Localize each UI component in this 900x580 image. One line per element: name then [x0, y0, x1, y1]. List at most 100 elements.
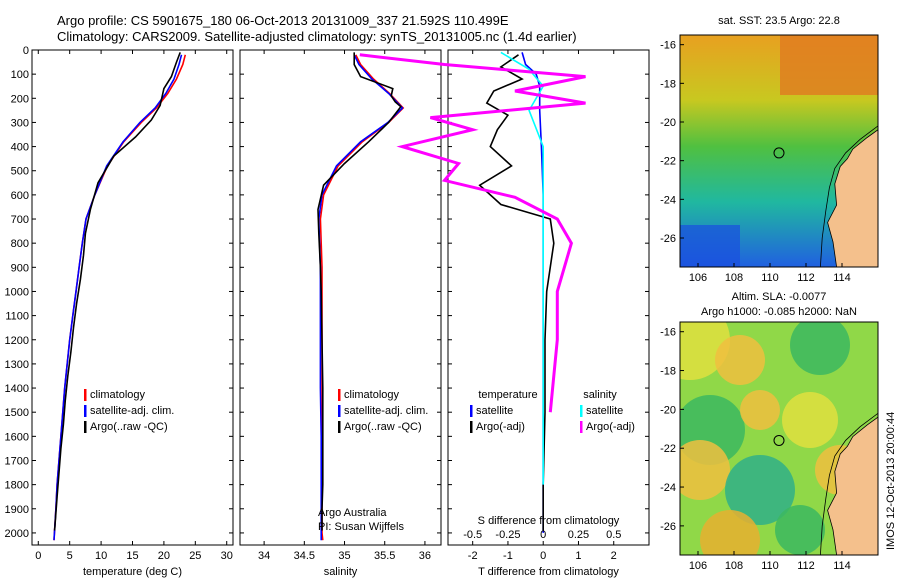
salinity-xtick-label: 34.5 [294, 550, 315, 562]
sst-map-xtick-label: 114 [833, 272, 851, 284]
sla-anomaly-blob [775, 505, 825, 555]
depth-tick-label: 0 [23, 45, 29, 57]
difference-xtick-label: 0 [540, 550, 546, 562]
salinity-legend-swatch [338, 405, 341, 417]
salinity-legend-swatch [338, 389, 341, 401]
sla-map-xtick-label: 110 [761, 560, 779, 572]
depth-tick-label: 1900 [5, 504, 29, 516]
sla-anomaly-blob [782, 392, 838, 448]
diff-legend-label: satellite [476, 405, 513, 417]
sst-map-ytick-label: -16 [660, 40, 676, 52]
temperature-xtick-label: 5 [67, 550, 73, 562]
difference-xtick-label: 2 [611, 550, 617, 562]
diff-legend-label: Argo(-adj) [476, 421, 525, 433]
sst-map-title: sat. SST: 23.5 Argo: 22.8 [718, 15, 840, 27]
temperature-xtick-label: 30 [221, 550, 233, 562]
sla-anomaly-blob [680, 440, 730, 500]
temperature-legend-swatch [84, 389, 87, 401]
sst-map-field [680, 35, 878, 267]
sst-map-ytick-label: -24 [660, 194, 676, 206]
sla-map-xtick-label: 108 [725, 560, 743, 572]
sst-map-ytick-label: -18 [660, 78, 676, 90]
salinity-series-line-2 [317, 52, 402, 531]
difference-axes-box [447, 49, 650, 546]
diff-legend-label: Argo(-adj) [586, 421, 635, 433]
sla-map-ytick-label: -24 [660, 482, 676, 494]
diff-legend-header-temp: temperature [478, 389, 537, 401]
sla-map-shelf-contour [820, 412, 878, 555]
salinity-xtick-label: 34 [258, 550, 270, 562]
salinity-xtick-label: 35 [338, 550, 350, 562]
difference-xtick-label: -1 [503, 550, 513, 562]
sla-map-subtitle: Argo h1000: -0.085 h2000: NaN [701, 306, 857, 318]
depth-tick-label: 1700 [5, 455, 29, 467]
sla-map-xtick-label: 106 [689, 560, 707, 572]
sst-warm-patch [780, 35, 878, 95]
salinity-axes-box [239, 49, 442, 546]
temperature-xlabel: temperature (deg C) [83, 566, 182, 578]
sla-map-frame [679, 321, 879, 556]
diff-legend-swatch [580, 405, 583, 417]
diff-xtick-top-label: 0.25 [568, 529, 589, 541]
diff-legend-header-sal: salinity [583, 389, 617, 401]
sla-map-ytick-label: -20 [660, 404, 676, 416]
sla-anomaly-blob [725, 455, 795, 525]
temperature-xtick-label: 25 [189, 550, 201, 562]
depth-tick-label: 1200 [5, 335, 29, 347]
depth-tick-label: 700 [11, 214, 29, 226]
sla-map-ytick-label: -16 [660, 327, 676, 339]
title-line-1: Argo profile: CS 5901675_180 06-Oct-2013… [57, 13, 509, 28]
diff-xtick-top-label: -0.5 [463, 529, 482, 541]
sst-map-ytick-label: -20 [660, 117, 676, 129]
salinity-series-line-1 [317, 54, 404, 541]
difference-series-line-3 [359, 53, 586, 413]
sla-anomaly-blob [715, 335, 765, 385]
diff-legend-swatch [580, 421, 583, 433]
title-line-2: Climatology: CARS2009. Satellite-adjuste… [57, 29, 577, 44]
sla-anomaly-blob [790, 322, 850, 375]
temperature-legend-label: Argo(..raw -QC) [90, 421, 168, 433]
difference-xtick-label: -2 [468, 550, 478, 562]
sla-map-land [827, 416, 878, 555]
sla-anomaly-blob [740, 390, 780, 430]
depth-tick-label: 1100 [5, 311, 29, 323]
temperature-series-line-1 [53, 54, 183, 541]
diff-xlabel-top: S difference from climatology [478, 515, 620, 527]
difference-series-line-0 [521, 52, 544, 533]
salinity-xtick-label: 35.5 [374, 550, 395, 562]
depth-tick-label: 1500 [5, 407, 29, 419]
salinity-legend-label: climatology [344, 389, 400, 401]
temperature-legend-swatch [84, 421, 87, 433]
sla-map-ytick-label: -22 [660, 443, 676, 455]
depth-tick-label: 1000 [5, 286, 29, 298]
sst-cold-patch [680, 225, 740, 267]
depth-tick-label: 2000 [5, 528, 29, 540]
temperature-xtick-label: 0 [35, 550, 41, 562]
sst-map-xtick-label: 112 [797, 272, 815, 284]
diff-xtick-top-label: 0.5 [606, 529, 621, 541]
sst-map-land [827, 129, 878, 267]
sla-map-xtick-label: 114 [833, 560, 851, 572]
salinity-series-line-0 [319, 54, 405, 541]
sst-map-frame [679, 34, 879, 268]
temperature-legend-label: climatology [90, 389, 146, 401]
depth-tick-label: 1800 [5, 480, 29, 492]
diff-legend-swatch [470, 421, 473, 433]
temperature-series-line-2 [53, 52, 181, 531]
salinity-legend-label: Argo(..raw -QC) [344, 421, 422, 433]
difference-xtick-label: 1 [575, 550, 581, 562]
depth-tick-label: 300 [11, 117, 29, 129]
sst-map-argo-marker [773, 147, 785, 159]
diff-legend-swatch [470, 405, 473, 417]
depth-tick-label: 500 [11, 166, 29, 178]
sla-anomaly-blob [700, 510, 760, 555]
salinity-xlabel: salinity [324, 566, 358, 578]
temperature-legend-swatch [84, 405, 87, 417]
depth-tick-label: 1400 [5, 383, 29, 395]
depth-tick-label: 200 [11, 93, 29, 105]
sst-map-xtick-label: 110 [761, 272, 779, 284]
temperature-xtick-label: 15 [126, 550, 138, 562]
sla-map-field [680, 322, 878, 555]
sst-map-shelf-contour [820, 125, 878, 267]
